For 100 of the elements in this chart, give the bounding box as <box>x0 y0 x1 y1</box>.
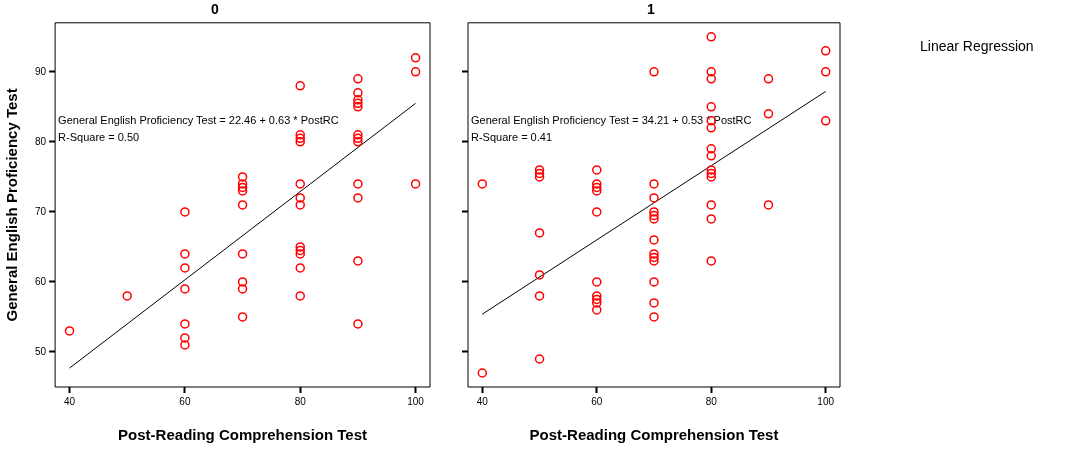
point <box>353 130 363 140</box>
point <box>592 305 602 315</box>
point <box>64 326 75 336</box>
annotation: General English Proficiency Test = 22.46 + 0.63 * PostRC <box>58 114 339 127</box>
y-tick-label: 90 <box>35 65 47 77</box>
point <box>706 144 716 154</box>
point <box>649 252 659 263</box>
point <box>295 200 305 210</box>
annotation: R-Square = 0.41 <box>471 131 553 144</box>
y-tick-label: 80 <box>35 135 47 147</box>
point <box>237 186 248 196</box>
point <box>237 200 248 210</box>
point <box>237 182 248 193</box>
point <box>763 200 774 210</box>
x-axis-title: Post-Reading Comprehension Test <box>529 426 779 444</box>
point <box>706 102 716 112</box>
point <box>763 109 774 119</box>
x-tick-label: 100 <box>407 395 425 407</box>
point <box>649 207 659 217</box>
y-tick-label: 50 <box>35 345 47 357</box>
point <box>534 270 545 280</box>
point <box>592 298 602 308</box>
point <box>353 98 363 109</box>
point <box>295 137 305 147</box>
point <box>534 168 545 179</box>
point <box>353 179 363 189</box>
point <box>706 256 716 266</box>
point <box>534 354 545 364</box>
point <box>706 74 716 84</box>
x-tick-label: 100 <box>817 395 835 407</box>
point <box>706 200 716 210</box>
y-tick-label: 70 <box>35 205 47 217</box>
point <box>649 298 659 308</box>
point <box>237 172 248 182</box>
point <box>592 182 602 193</box>
point <box>353 319 363 329</box>
point <box>534 291 545 301</box>
point <box>180 284 190 294</box>
point <box>353 193 363 203</box>
point <box>237 277 248 287</box>
point <box>706 67 716 77</box>
point <box>295 81 305 91</box>
point <box>295 291 305 301</box>
point <box>534 228 545 238</box>
x-tick-label: 60 <box>179 395 191 407</box>
point <box>592 291 602 301</box>
x-axis-title: Post-Reading Comprehension Test <box>118 426 368 444</box>
point <box>592 179 602 189</box>
point <box>706 151 716 161</box>
point <box>180 333 190 343</box>
point <box>353 133 363 144</box>
point <box>534 165 545 175</box>
point <box>649 249 659 259</box>
point <box>237 312 248 322</box>
point <box>477 179 488 189</box>
point <box>592 294 602 305</box>
point <box>820 67 831 77</box>
x-tick-label: 80 <box>294 395 307 407</box>
point <box>649 193 659 203</box>
point <box>180 207 190 217</box>
point <box>649 210 659 221</box>
chart-title: 1 <box>647 1 656 18</box>
point <box>592 207 602 217</box>
point <box>353 74 363 84</box>
point <box>353 95 363 105</box>
point <box>706 172 716 182</box>
point <box>706 168 716 179</box>
point <box>820 116 831 126</box>
point <box>706 165 716 175</box>
point <box>706 214 716 224</box>
point <box>410 67 421 77</box>
point <box>353 88 363 98</box>
point <box>295 245 305 256</box>
point <box>295 249 305 259</box>
point <box>353 256 363 266</box>
point <box>295 242 305 252</box>
point <box>477 368 488 378</box>
x-tick-label: 40 <box>476 395 489 407</box>
point <box>649 235 659 245</box>
point <box>649 67 659 77</box>
point <box>295 133 305 144</box>
point <box>180 249 190 259</box>
point <box>295 263 305 273</box>
annotation: R-Square = 0.50 <box>58 131 140 144</box>
point <box>180 263 190 273</box>
point <box>237 179 248 189</box>
point <box>649 214 659 224</box>
point <box>295 193 305 203</box>
chart-title: 0 <box>211 1 220 18</box>
point <box>410 53 421 63</box>
point <box>295 179 305 189</box>
point <box>592 186 602 196</box>
point <box>353 137 363 147</box>
point <box>353 102 363 112</box>
x-tick-label: 80 <box>705 395 718 407</box>
point <box>706 123 716 133</box>
x-tick-label: 40 <box>63 395 76 407</box>
point <box>706 32 716 42</box>
point <box>649 256 659 266</box>
point <box>820 46 831 56</box>
